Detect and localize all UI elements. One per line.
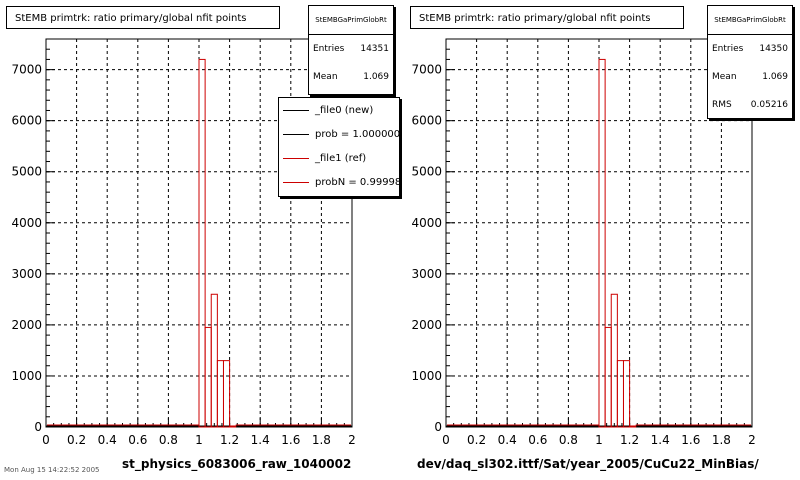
x-tick-label: 0.4	[98, 433, 117, 447]
x-tick-label: 1.8	[712, 433, 731, 447]
legend-label: _file0 (new)	[315, 104, 374, 116]
stats-row-entries: Entries 14351	[309, 35, 393, 63]
histogram-bin	[598, 58, 606, 428]
x-tick-label: 0.2	[467, 433, 486, 447]
x-tick-label: 1.2	[620, 433, 639, 447]
x-tick-label: 0.6	[528, 433, 547, 447]
y-tick-label: 4000	[411, 216, 442, 230]
x-tick-label: 0.8	[159, 433, 178, 447]
stats-row-rms: RMS 0.05216	[708, 91, 792, 119]
histogram-plot-right: 0 0.2 0.4 0.6 0.8 1 1.2 1.4 1.6 1.8 2 0 1000 2000 3000…	[411, 38, 756, 447]
x-tick-label: 0.6	[128, 433, 147, 447]
y-tick-label: 6000	[11, 114, 42, 128]
histogram-panel-left: 0 0.2 0.4 0.6 0.8 1 1.2 1.4 1.6 1.8 2 0 1000 2000 3000…	[6, 5, 400, 471]
x-tick-label: 0	[442, 433, 450, 447]
legend-line	[283, 133, 309, 135]
timestamp-footer: Mon Aug 15 14:22:52 2005	[4, 466, 100, 474]
x-tick-label: 1.6	[681, 433, 700, 447]
panel-title: StEMB primtrk: ratio primary/global nfit…	[410, 6, 684, 29]
stats-value: 1.069	[762, 72, 788, 82]
y-tick-label: 3000	[11, 267, 42, 281]
stats-label: Mean	[712, 72, 737, 82]
stats-row-entries: Entries 14350	[708, 35, 792, 63]
legend-label: prob = 1.000000	[315, 128, 400, 140]
stats-label: RMS	[712, 100, 732, 110]
x-tick-label: 2	[348, 433, 356, 447]
stats-box: StEMBGaPrimGlobRt Entries 14351 Mean 1.0…	[308, 5, 394, 95]
x-tick-label: 1.4	[251, 433, 270, 447]
stats-value: 14351	[360, 44, 389, 54]
y-tick-label: 1000	[11, 369, 42, 383]
histogram-bin	[229, 425, 237, 428]
legend-entry: prob = 1.000000	[279, 122, 399, 146]
x-tick-label: 0	[42, 433, 50, 447]
y-tick-label: 0	[434, 420, 442, 434]
y-tick-label: 2000	[11, 318, 42, 332]
stats-value: 0.05216	[750, 100, 788, 110]
x-tick-label: 1	[595, 433, 603, 447]
x-axis-label: st_physics_6083006_raw_1040002	[122, 457, 352, 471]
x-axis-label: dev/daq_sl302.ittf/Sat/year_2005/CuCu22_…	[417, 457, 759, 471]
x-tick-label: 2	[748, 433, 756, 447]
y-tick-label: 3000	[411, 267, 442, 281]
histogram-bin	[222, 360, 231, 428]
x-tick-label: 1	[195, 433, 203, 447]
stats-row-mean: Mean 1.069	[708, 63, 792, 91]
y-tick-label: 5000	[11, 165, 42, 179]
stats-label: Entries	[712, 44, 744, 54]
x-tick-label: 0.8	[559, 433, 578, 447]
histogram-bin	[622, 360, 631, 428]
panel-title: StEMB primtrk: ratio primary/global nfit…	[6, 6, 280, 29]
legend-line	[283, 109, 309, 111]
legend-entry: probN = 0.999989	[279, 170, 399, 194]
stats-label: Mean	[313, 72, 338, 82]
legend-line	[283, 181, 309, 183]
stats-value: 1.069	[363, 72, 389, 82]
stats-title: StEMBGaPrimGlobRt	[309, 6, 393, 35]
y-tick-label: 6000	[411, 114, 442, 128]
y-tick-label: 4000	[11, 216, 42, 230]
legend-box: _file0 (new) prob = 1.000000 _file1 (ref…	[278, 97, 400, 197]
histogram-panel-right: 0 0.2 0.4 0.6 0.8 1 1.2 1.4 1.6 1.8 2 0 1000 2000 3000…	[400, 0, 800, 480]
legend-entry: _file1 (ref)	[279, 146, 399, 170]
legend-label: _file1 (ref)	[315, 152, 367, 164]
histogram-bin	[604, 326, 612, 428]
y-tick-label: 0	[34, 420, 42, 434]
legend-entry: _file0 (new)	[279, 98, 399, 122]
x-tick-label: 1.2	[220, 433, 239, 447]
histogram-bin	[210, 293, 218, 428]
y-tick-label: 5000	[411, 165, 442, 179]
x-tick-label: 0.2	[67, 433, 86, 447]
stats-row-mean: Mean 1.069	[309, 63, 393, 91]
y-tick-label: 7000	[11, 63, 42, 77]
stats-value: 14350	[759, 44, 788, 54]
histogram-bin	[629, 425, 637, 428]
stats-box: StEMBGaPrimGlobRt Entries 14350 Mean 1.0…	[707, 5, 793, 119]
legend-line	[283, 157, 309, 159]
histogram-plot-left: 0 0.2 0.4 0.6 0.8 1 1.2 1.4 1.6 1.8 2 0 1000 2000 3000…	[11, 38, 356, 447]
x-tick-label: 1.4	[651, 433, 670, 447]
legend-label: probN = 0.999989	[315, 176, 400, 188]
x-tick-label: 0.4	[498, 433, 517, 447]
y-tick-label: 1000	[411, 369, 442, 383]
stats-label: Entries	[313, 44, 345, 54]
y-tick-label: 7000	[411, 63, 442, 77]
histogram-bin	[216, 360, 224, 428]
x-tick-label: 1.8	[312, 433, 331, 447]
stats-title: StEMBGaPrimGlobRt	[708, 6, 792, 35]
histogram-bin	[610, 293, 618, 428]
histogram-bin	[616, 360, 624, 428]
histogram-bin	[204, 326, 212, 428]
x-tick-label: 1.6	[281, 433, 300, 447]
y-tick-label: 2000	[411, 318, 442, 332]
histogram-bin	[198, 58, 206, 428]
